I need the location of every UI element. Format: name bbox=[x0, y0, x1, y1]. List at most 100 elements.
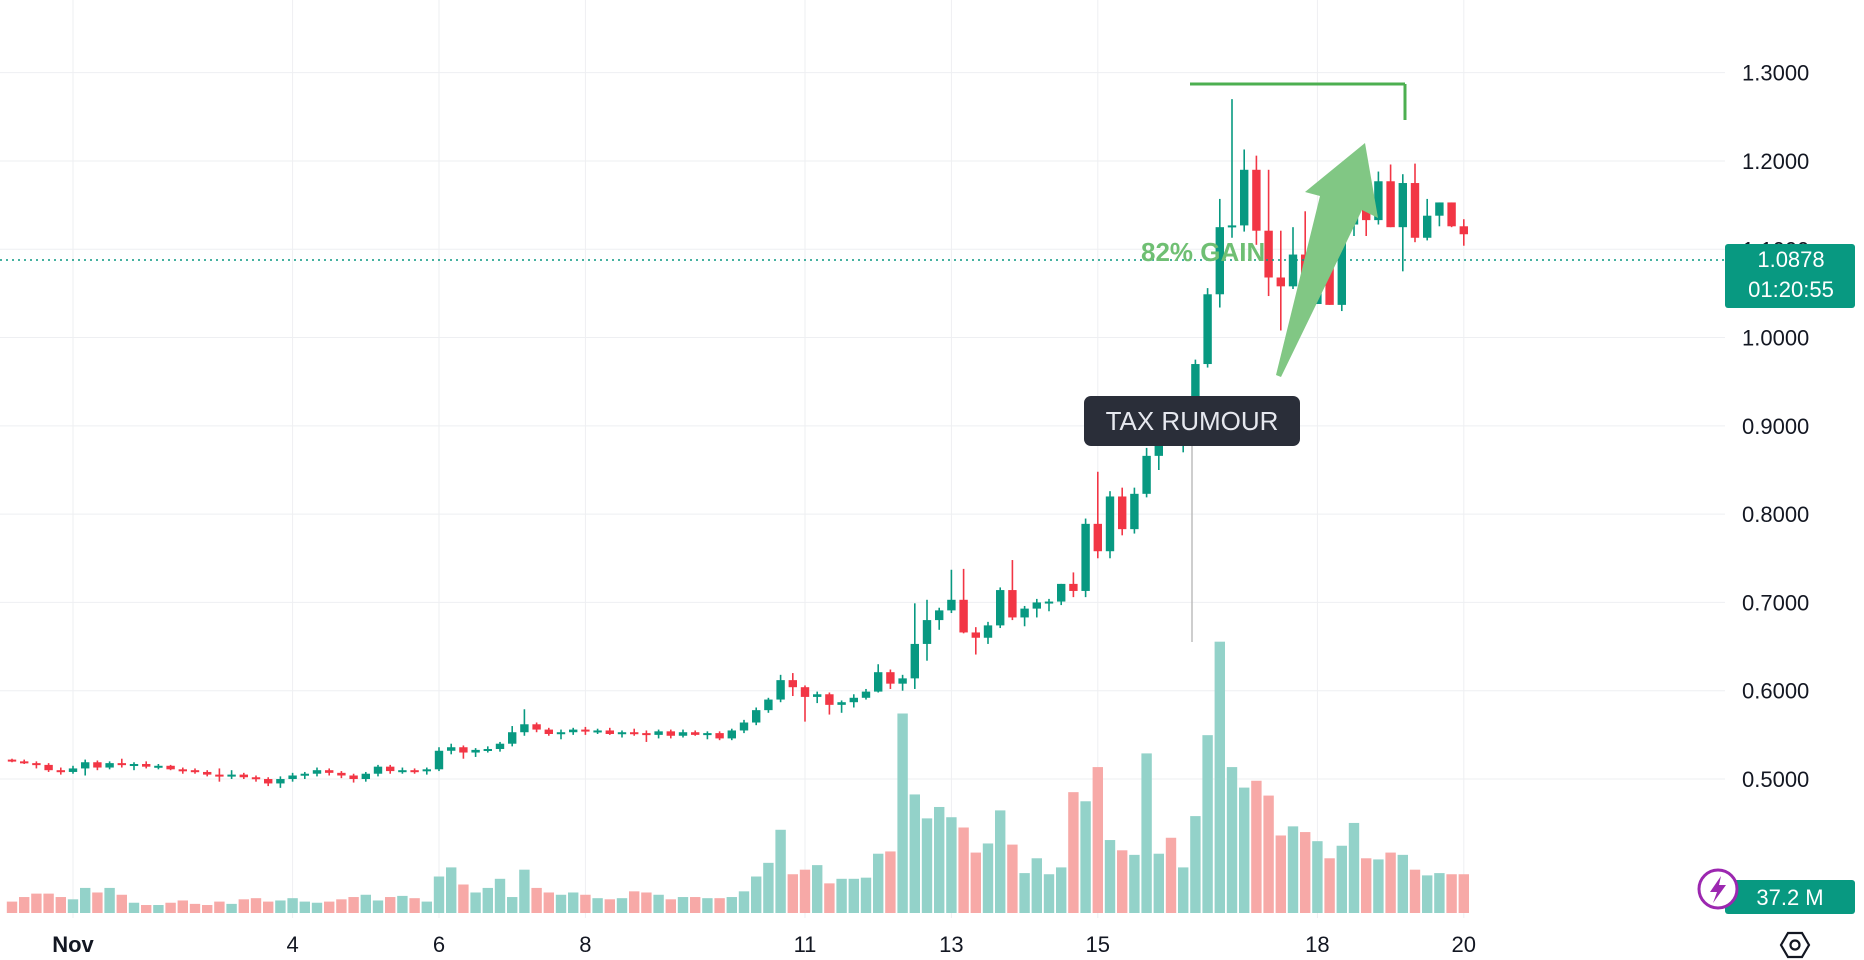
candle-body bbox=[1118, 496, 1127, 530]
volume-bar bbox=[629, 891, 640, 913]
volume-bar bbox=[921, 818, 933, 913]
volume-bar bbox=[92, 892, 103, 913]
candle-body bbox=[910, 643, 919, 679]
candle-body bbox=[983, 625, 993, 638]
tax-rumour-callout[interactable]: TAX RUMOUR bbox=[1084, 396, 1300, 642]
candle-body bbox=[678, 732, 688, 736]
candles bbox=[7, 99, 1468, 788]
candle-body bbox=[788, 680, 797, 688]
volume-badge-bg bbox=[1725, 880, 1855, 914]
candle-body bbox=[1057, 583, 1066, 602]
candle-body bbox=[142, 764, 151, 767]
candle-body bbox=[752, 710, 761, 723]
candle-body bbox=[1081, 523, 1090, 591]
settings-hex-icon[interactable] bbox=[1779, 926, 1811, 960]
candle-body bbox=[129, 764, 139, 767]
volume-bar bbox=[1373, 859, 1384, 913]
volume-bar bbox=[177, 900, 188, 913]
candle-body bbox=[1337, 224, 1346, 305]
volume-bar bbox=[738, 891, 750, 913]
volume-bar bbox=[1007, 844, 1018, 913]
time-tick-label: 8 bbox=[579, 932, 591, 957]
volume-bar bbox=[580, 894, 591, 913]
volume-bar bbox=[543, 892, 554, 913]
volume-bar bbox=[31, 893, 42, 913]
candle-body bbox=[1191, 364, 1200, 420]
candle-body bbox=[593, 730, 602, 733]
candle-body bbox=[508, 732, 517, 744]
volume-bar bbox=[641, 892, 652, 913]
last-price-badge: 1.0878 01:20:55 bbox=[1725, 244, 1855, 309]
volume-bar bbox=[1031, 858, 1042, 913]
price-tick-label: 0.9000 bbox=[1742, 414, 1809, 439]
last-price-value: 1.0878 bbox=[1757, 247, 1824, 272]
price-tick-label: 1.3000 bbox=[1742, 61, 1809, 86]
candle-body bbox=[642, 733, 651, 736]
gain-annotation: 82% GAIN bbox=[1141, 82, 1407, 377]
volume-bar bbox=[104, 887, 115, 913]
volume-bar bbox=[226, 903, 237, 913]
candle-body bbox=[215, 774, 224, 777]
candle-body bbox=[922, 620, 932, 644]
candle-body bbox=[44, 764, 53, 771]
price-axis[interactable]: 0.50000.60000.70000.80000.90001.00001.10… bbox=[1742, 61, 1809, 792]
candle-body bbox=[849, 697, 858, 703]
candle-body bbox=[361, 773, 370, 780]
candle-body bbox=[459, 747, 468, 753]
volume-bar bbox=[873, 853, 884, 913]
volume-bar bbox=[1434, 873, 1445, 913]
candle-body bbox=[1447, 202, 1456, 227]
volume-bar bbox=[1165, 837, 1177, 913]
volume-bar bbox=[714, 898, 725, 913]
candle-body bbox=[715, 733, 724, 739]
candle-body bbox=[300, 773, 309, 776]
volume-bar bbox=[311, 902, 323, 913]
volume-bars bbox=[6, 641, 1469, 913]
volume-bar bbox=[1080, 801, 1091, 913]
candle-body bbox=[105, 763, 114, 768]
candle-body bbox=[691, 732, 700, 735]
candle-body bbox=[532, 724, 541, 730]
volume-bar bbox=[1104, 840, 1116, 913]
candle-body bbox=[227, 774, 236, 777]
candle-body bbox=[276, 779, 285, 784]
volume-bar bbox=[214, 901, 225, 913]
volume-bar bbox=[763, 862, 774, 913]
time-axis[interactable]: Nov 4 6 8 11 13 15 18 20 bbox=[52, 932, 1476, 957]
volume-bar bbox=[287, 898, 298, 913]
candle-body bbox=[288, 775, 297, 780]
volume-bar bbox=[19, 897, 30, 913]
volume-bar bbox=[616, 898, 628, 913]
volume-bar bbox=[1202, 735, 1213, 913]
volume-bar bbox=[202, 905, 213, 913]
volume-bar bbox=[1251, 780, 1262, 913]
volume-bar bbox=[909, 794, 920, 913]
candle-body bbox=[1227, 225, 1237, 228]
candle-body bbox=[68, 768, 78, 772]
time-tick-label: 4 bbox=[286, 932, 298, 957]
volume-bar bbox=[677, 897, 689, 913]
volume-bar bbox=[897, 713, 908, 913]
bar-countdown: 01:20:55 bbox=[1748, 277, 1834, 302]
volume-bar bbox=[1153, 853, 1164, 913]
volume-bar bbox=[592, 898, 603, 913]
volume-bar bbox=[6, 901, 18, 913]
volume-bar bbox=[165, 902, 176, 913]
candle-body bbox=[117, 763, 126, 766]
volume-bar bbox=[653, 894, 664, 913]
candle-body bbox=[410, 770, 419, 773]
grid-lines bbox=[0, 0, 1725, 918]
candle-body bbox=[166, 765, 175, 770]
volume-bar bbox=[1263, 795, 1274, 913]
volume-bar bbox=[1300, 832, 1311, 913]
volume-bar bbox=[263, 901, 274, 913]
volume-bar bbox=[55, 897, 66, 913]
lightning-icon[interactable] bbox=[1697, 868, 1739, 910]
candle-body bbox=[825, 694, 834, 705]
candle-body bbox=[703, 733, 712, 736]
volume-bar bbox=[189, 903, 201, 913]
volume-bar bbox=[446, 867, 457, 913]
volume-bar bbox=[775, 829, 786, 913]
volume-bar bbox=[116, 894, 127, 913]
